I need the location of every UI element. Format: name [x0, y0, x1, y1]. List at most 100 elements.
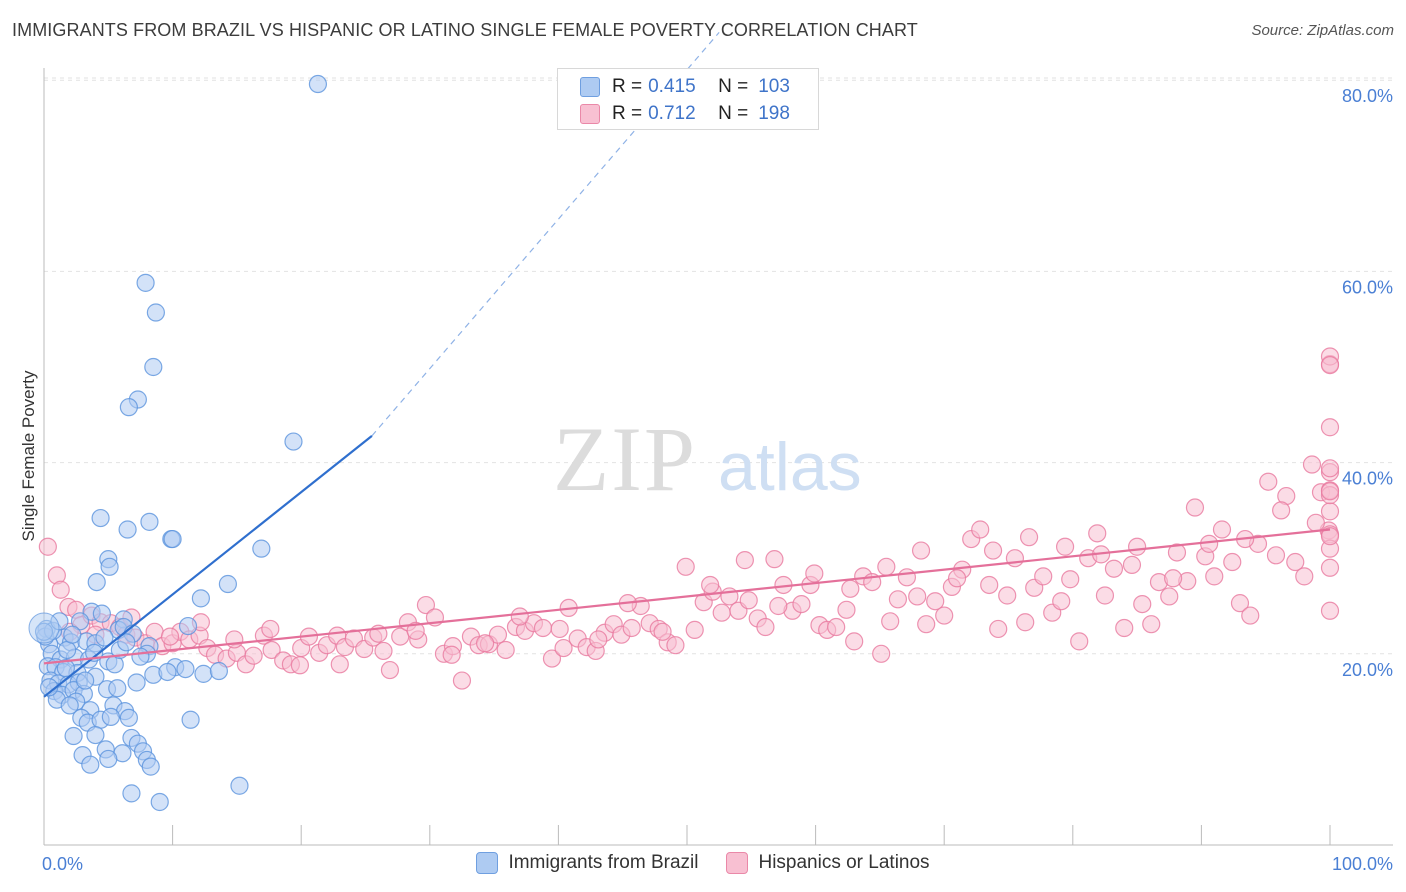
point-brazil [58, 640, 77, 660]
point-hispanic [676, 557, 695, 576]
chart-title: IMMIGRANTS FROM BRAZIL VS HISPANIC OR LA… [12, 20, 918, 40]
point-hispanic [1200, 534, 1219, 553]
point-hispanic [290, 656, 310, 675]
point-hispanic [989, 619, 1008, 639]
point-hispanic [589, 630, 608, 649]
point-hispanic [685, 620, 704, 640]
point-brazil [146, 303, 165, 322]
point-hispanic [971, 520, 990, 539]
watermark-zip: ZIP [553, 408, 697, 510]
grid [44, 77, 1393, 655]
point-brazil [178, 616, 198, 636]
point-brazil [140, 512, 159, 531]
point-brazil [181, 710, 200, 729]
legend-item-hispanic[interactable]: Hispanics or Latinos [726, 852, 930, 874]
point-brazil [141, 757, 160, 776]
point-brazil [92, 604, 111, 623]
point-hispanic [845, 632, 864, 651]
point-brazil [56, 659, 75, 678]
point-hispanic [1115, 618, 1134, 638]
point-brazil [76, 671, 95, 690]
point-hispanic [765, 550, 784, 569]
point-brazil [252, 539, 271, 558]
point-hispanic [542, 649, 562, 668]
trend-brazil [43, 434, 373, 698]
point-brazil [63, 625, 82, 644]
point-brazil [163, 529, 182, 549]
point-hispanic [877, 557, 896, 576]
legend-label-hispanic: Hispanics or Latinos [758, 852, 930, 873]
point-hispanic [653, 622, 672, 641]
point-hispanic [1320, 482, 1340, 501]
point-brazil [101, 707, 120, 726]
point-hispanic [380, 660, 400, 680]
stats-swatch-blue [580, 77, 600, 97]
point-brazil [194, 664, 213, 683]
point-hispanic [496, 640, 515, 660]
point-hispanic [756, 617, 775, 637]
point-hispanic [1286, 552, 1305, 572]
point-hispanic [1295, 567, 1314, 586]
point-hispanic [1095, 586, 1115, 605]
point-hispanic [1088, 524, 1107, 543]
point-brazil [127, 673, 146, 692]
point-brazil [108, 679, 127, 698]
point-hispanic [998, 586, 1017, 605]
point-brazil [230, 776, 249, 795]
point-hispanic [1061, 570, 1080, 589]
point-hispanic [911, 541, 931, 560]
stats-n-value: 198 [758, 103, 790, 124]
point-hispanic [897, 568, 917, 587]
point-hispanic [1052, 592, 1071, 611]
point-hispanic [926, 592, 945, 611]
point-hispanic [983, 541, 1003, 560]
point-hispanic [1055, 537, 1075, 556]
point-hispanic [1034, 567, 1053, 586]
legend-swatch-blue [476, 852, 499, 874]
point-hispanic [1212, 520, 1232, 539]
point-hispanic [1122, 555, 1142, 574]
point-hispanic [1259, 472, 1278, 491]
point-hispanic [1133, 594, 1152, 614]
point-brazil [158, 662, 177, 682]
point-hispanic [769, 596, 788, 616]
legend-item-brazil[interactable]: Immigrants from Brazil [476, 852, 698, 874]
x-tick-label-min: 0.0% [42, 854, 83, 874]
point-brazil [176, 659, 195, 679]
point-brazil [99, 749, 118, 769]
point-brazil-large [28, 612, 60, 644]
point-brazil [122, 784, 141, 803]
point-brazil [191, 589, 210, 608]
point-hispanic [1104, 559, 1124, 578]
point-hispanic [1241, 606, 1260, 625]
point-hispanic [442, 645, 461, 664]
point-brazil [150, 792, 169, 812]
point-hispanic [261, 619, 280, 639]
point-hispanic [1205, 567, 1224, 586]
point-hispanic [792, 594, 811, 614]
point-brazil [86, 725, 105, 745]
point-hispanic [805, 564, 824, 583]
point-hispanic [827, 617, 846, 637]
point-hispanic [1223, 552, 1242, 572]
point-hispanic [1005, 549, 1025, 568]
point-hispanic [980, 575, 999, 595]
point-hispanic [1320, 355, 1340, 375]
point-brazil [131, 647, 150, 666]
point-brazil [91, 508, 110, 528]
watermark-atlas: atlas [718, 429, 862, 505]
point-hispanic [888, 590, 908, 609]
point-hispanic [1320, 558, 1340, 577]
point-hispanic [38, 537, 57, 556]
stats-r-value: 0.712 [648, 103, 696, 124]
point-brazil [136, 273, 155, 292]
x-tick-label-max: 100.0% [1332, 854, 1393, 874]
point-hispanic [1016, 613, 1035, 632]
point-hispanic [1320, 601, 1340, 620]
point-hispanic [1320, 459, 1340, 478]
point-brazil [87, 572, 106, 592]
stats-n-label: N = [718, 76, 749, 97]
stats-r-label: R = [612, 103, 643, 124]
point-hispanic [701, 575, 720, 595]
